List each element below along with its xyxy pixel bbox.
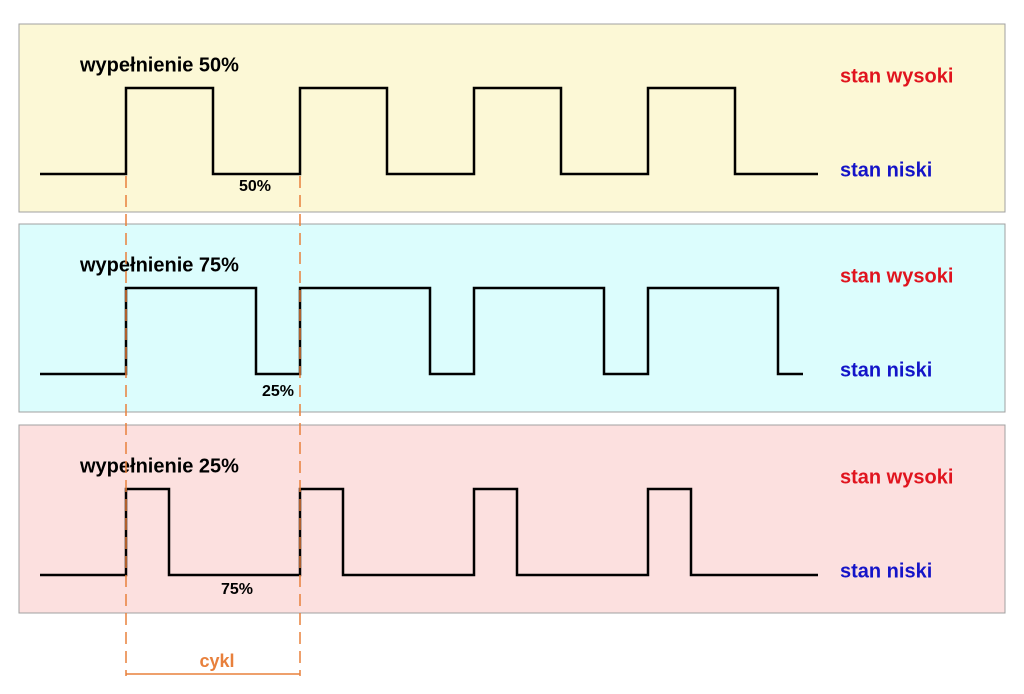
duty-label: 50% [239, 178, 271, 195]
panel-title: wypełnienie 25% [79, 455, 239, 477]
waveform [40, 286, 803, 376]
low-label: stan niski [840, 159, 932, 181]
duty-label: 25% [262, 383, 294, 400]
panel [18, 424, 1006, 614]
high-label: stan wysoki [840, 65, 953, 87]
panel [18, 223, 1006, 413]
waveform [40, 86, 818, 176]
cycle-label: cykl [199, 651, 234, 671]
high-label: stan wysoki [840, 265, 953, 287]
low-label: stan niski [840, 359, 932, 381]
panel-title: wypełnienie 75% [79, 254, 239, 276]
panel [18, 23, 1006, 213]
panel-title: wypełnienie 50% [79, 54, 239, 76]
high-label: stan wysoki [840, 466, 953, 488]
low-label: stan niski [840, 560, 932, 582]
duty-label: 75% [221, 581, 253, 598]
waveform [40, 487, 818, 577]
panels: wypełnienie 50% 50% stan wysoki stan niski w… [18, 23, 1006, 614]
cycle-marker [125, 176, 301, 676]
